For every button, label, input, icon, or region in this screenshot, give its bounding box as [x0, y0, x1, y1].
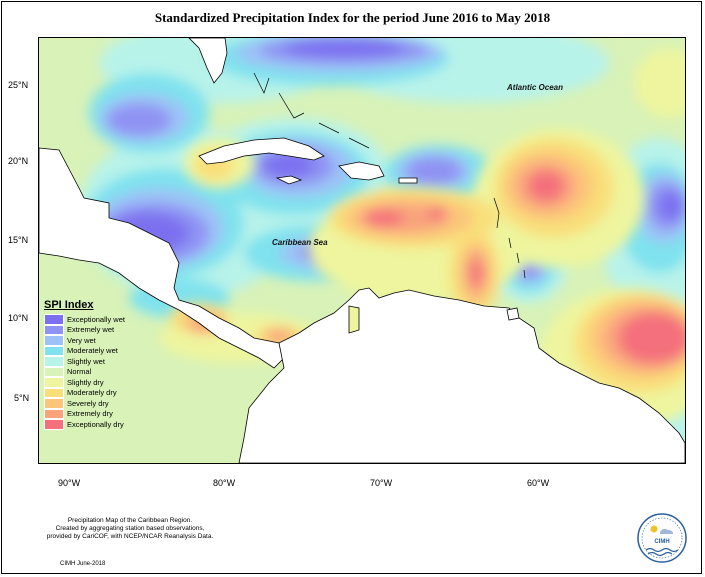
logo-text: CIMH	[654, 539, 670, 545]
spi-map-canvas	[39, 38, 685, 463]
credit-line-2: Created by aggregating station based obs…	[55, 525, 205, 532]
caribbean-sea-label: Caribbean Sea	[272, 238, 328, 247]
legend-swatch	[44, 408, 64, 419]
legend-label: Exceptionally wet	[67, 314, 125, 324]
legend-swatch	[44, 377, 64, 388]
legend-row: Extremely wet	[44, 324, 164, 335]
legend-row: Moderately dry	[44, 387, 164, 398]
legend-swatch	[44, 314, 64, 325]
legend-swatch	[44, 345, 64, 356]
spi-legend: SPI Index Exceptionally wet Extremely wet…	[44, 299, 164, 430]
credit-line-3: provided by CariCOF, with NCEP/NCAR Rean…	[46, 533, 214, 540]
legend-title: SPI Index	[44, 299, 94, 311]
lon-tick-80: 80°W	[213, 478, 236, 488]
small-islands	[253, 72, 526, 279]
legend-swatch	[44, 366, 64, 377]
wet-anomalies	[79, 38, 685, 463]
lat-tick-5: 5°N	[14, 393, 30, 403]
legend-row: Very wet	[44, 335, 164, 346]
legend-row: Exceptionally dry	[44, 419, 164, 430]
legend-label: Extremely wet	[67, 325, 115, 335]
legend-row: Slightly wet	[44, 356, 164, 367]
lat-tick-20: 20°N	[8, 156, 29, 166]
atlantic-ocean-label: Atlantic Ocean	[507, 83, 564, 92]
cimh-logo: CIMH	[636, 512, 688, 564]
legend-label: Extremely dry	[67, 409, 113, 419]
legend-label: Exceptionally dry	[67, 419, 124, 429]
credit-date: CIMH June-2018	[60, 561, 106, 567]
legend-label: Normal	[67, 367, 92, 377]
map-title: Standardized Precipitation Index for the…	[154, 10, 551, 25]
legend-label: Severely dry	[67, 398, 109, 408]
spi-map: Atlantic Ocean Caribbean Sea	[38, 37, 686, 464]
legend-swatch	[44, 324, 64, 335]
lat-tick-25: 25°N	[8, 80, 29, 90]
legend-label: Moderately dry	[67, 388, 117, 398]
legend-row: Exceptionally wet	[44, 314, 164, 325]
legend-swatch	[44, 387, 64, 398]
legend-row: Normal	[44, 366, 164, 377]
legend-row: Severely dry	[44, 398, 164, 409]
lon-tick-60: 60°W	[527, 478, 550, 488]
legend-row: Extremely dry	[44, 408, 164, 419]
lon-tick-90: 90°W	[58, 478, 81, 488]
lon-tick-70: 70°W	[370, 478, 393, 488]
legend-row: Slightly dry	[44, 377, 164, 388]
legend-rows: Exceptionally wet Extremely wet Very wet Mo…	[44, 314, 164, 430]
legend-swatch	[44, 356, 64, 367]
legend-row: Moderately wet	[44, 345, 164, 356]
legend-label: Slightly wet	[67, 356, 105, 366]
legend-swatch	[44, 398, 64, 409]
legend-swatch	[44, 335, 64, 346]
legend-label: Very wet	[67, 335, 96, 345]
credit-line-1: Precipitation Map of the Caribbean Regio…	[67, 517, 193, 524]
credit-text: Precipitation Map of the Caribbean Regio…	[30, 517, 230, 541]
legend-label: Slightly dry	[67, 377, 104, 387]
legend-swatch	[44, 419, 64, 430]
lat-tick-15: 15°N	[8, 235, 29, 245]
landmass	[39, 38, 685, 463]
lat-tick-10: 10°N	[8, 313, 29, 323]
legend-label: Moderately wet	[67, 346, 118, 356]
